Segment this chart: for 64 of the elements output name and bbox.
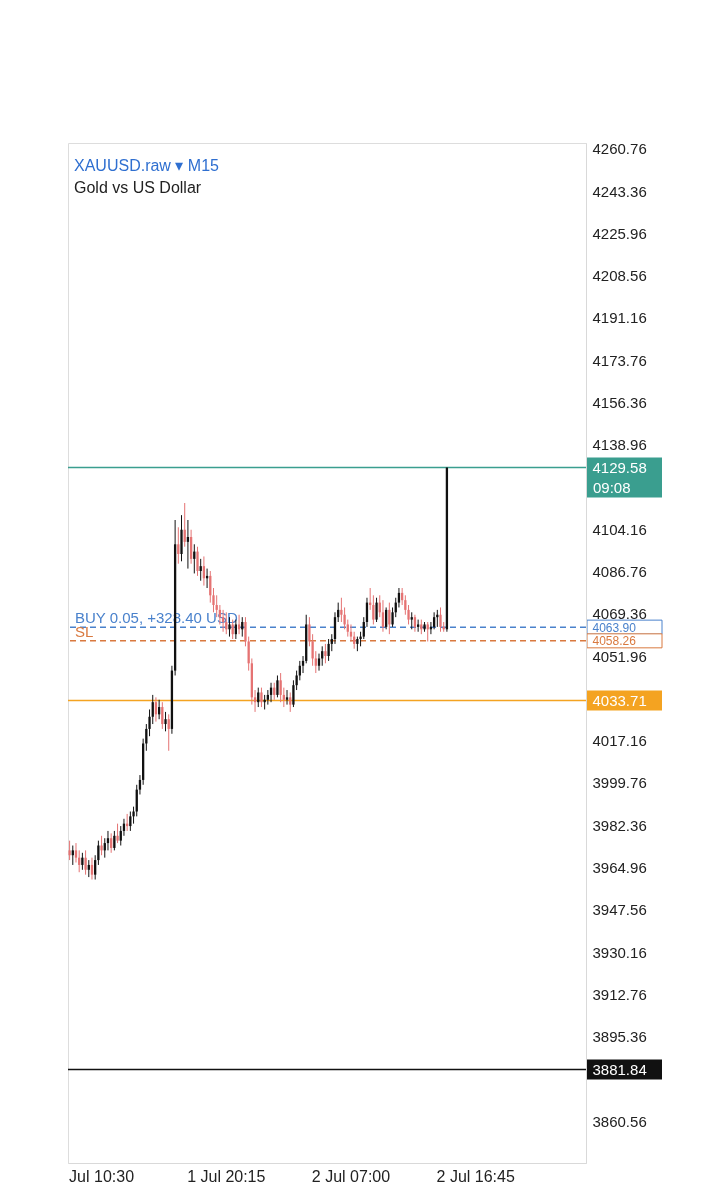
candlestick [257, 687, 260, 708]
candlestick [129, 811, 132, 832]
candlestick [388, 602, 391, 635]
x-tick-label: 2 Jul 07:00 [311, 1167, 391, 1185]
y-tick-label: 4173.76 [592, 351, 647, 369]
text: XAUUSD.raw ▾ M15 [74, 157, 220, 174]
y-tick-label: 4086.76 [592, 563, 647, 581]
y-tick-label: 3964.96 [592, 858, 647, 876]
x-tick-label: 2 Jul 16:45 [436, 1167, 515, 1185]
candlestick [100, 835, 103, 856]
candlestick [276, 674, 279, 698]
y-tick-label: 4208.56 [592, 267, 647, 285]
y-tick-label: 3947.56 [592, 901, 647, 919]
y-tick-label: 3881.84 [592, 1060, 647, 1078]
y-tick-label: 3912.76 [592, 985, 647, 1003]
y-tick-label: 4058.26 [592, 634, 637, 649]
candlestick [349, 623, 353, 642]
candlestick [285, 689, 289, 706]
y-tick-label: 3930.16 [592, 943, 647, 961]
candlestick [164, 711, 167, 732]
candlestick [439, 606, 442, 633]
candlestick [110, 832, 113, 854]
y-tick-label: 4129.58 [592, 459, 647, 477]
candlestick [397, 587, 401, 608]
candlestick [375, 597, 378, 623]
y-tick-label: 4243.36 [592, 182, 647, 200]
candlestick [116, 823, 119, 844]
y-tick-label: 4063.90 [592, 620, 637, 635]
candlestick [279, 672, 282, 703]
y-tick-label: 4033.71 [592, 691, 647, 709]
y-tick-label: 3999.76 [592, 774, 647, 792]
candlestick [177, 526, 180, 565]
y-tick-label: 3860.56 [592, 1112, 647, 1130]
candlestick [196, 546, 199, 577]
candlestick [74, 842, 78, 864]
y-tick-label: 4225.96 [592, 224, 647, 242]
y-tick-label: 4017.16 [592, 732, 647, 750]
y-tick-label: 4069.36 [592, 605, 647, 623]
candlestick [260, 687, 263, 708]
x-tick-label: 1 Jul 20:15 [187, 1167, 266, 1185]
text: Gold vs US Dollar [74, 179, 202, 196]
y-tick-label: 3895.36 [592, 1028, 647, 1046]
candlestick [84, 849, 87, 876]
candlestick [237, 614, 241, 635]
candlestick [327, 638, 330, 662]
candlestick [317, 653, 321, 672]
candlestick [289, 691, 292, 713]
y-tick-label: 4156.36 [592, 394, 647, 412]
y-tick-label: 4260.76 [592, 140, 647, 158]
candlestick [113, 830, 116, 851]
candlestick [68, 840, 71, 861]
candlestick [106, 830, 110, 851]
y-tick-label: 4104.16 [592, 520, 647, 538]
candlestick [186, 519, 190, 570]
ref-line-label: SL [75, 622, 94, 640]
text: 09:08 [593, 478, 631, 496]
candlestick [71, 845, 74, 866]
x-tick-label: Jul 10:30 [69, 1167, 135, 1185]
y-tick-label: 4191.16 [592, 309, 647, 327]
y-tick-label: 4051.96 [592, 647, 647, 665]
candlestick [199, 558, 202, 582]
candlestick [324, 643, 327, 664]
y-tick-label: 3982.36 [592, 816, 647, 834]
y-tick-label: 4138.96 [592, 436, 647, 454]
